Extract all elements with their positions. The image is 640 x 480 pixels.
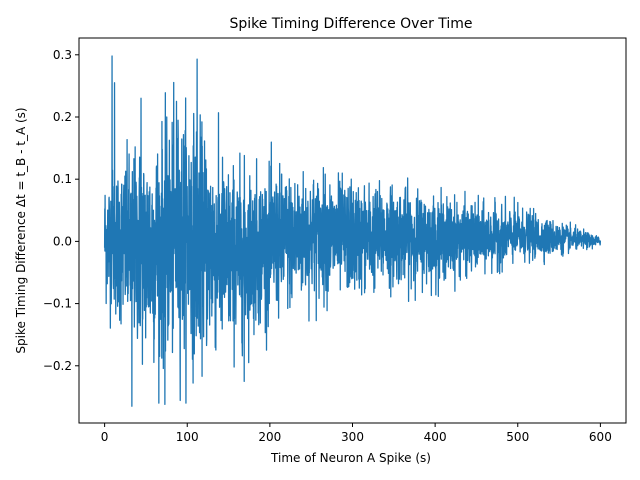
chart-title: Spike Timing Difference Over Time xyxy=(229,16,472,32)
y-axis-ticks: −0.2 −0.1 0.0 0.1 0.2 0.3 xyxy=(43,48,79,373)
x-axis-label: Time of Neuron A Spike (s) xyxy=(270,451,431,465)
y-tick-label: 0.0 xyxy=(53,234,72,248)
y-tick-label: 0.2 xyxy=(53,110,72,124)
x-tick-label: 300 xyxy=(341,430,364,444)
y-tick-label: −0.1 xyxy=(43,297,72,311)
series-line xyxy=(103,55,602,407)
y-tick-label: −0.2 xyxy=(43,359,72,373)
y-axis-label: Spike Timing Difference Δt = t_B - t_A (… xyxy=(14,107,28,353)
x-tick-label: 100 xyxy=(176,430,199,444)
x-tick-label: 0 xyxy=(101,430,109,444)
y-tick-label: 0.3 xyxy=(53,48,72,62)
y-tick-label: 0.1 xyxy=(53,172,72,186)
x-tick-label: 400 xyxy=(424,430,447,444)
x-tick-label: 600 xyxy=(589,430,612,444)
x-tick-label: 500 xyxy=(506,430,529,444)
x-tick-label: 200 xyxy=(258,430,281,444)
x-axis-ticks: 0 100 200 300 400 500 600 xyxy=(101,423,612,444)
